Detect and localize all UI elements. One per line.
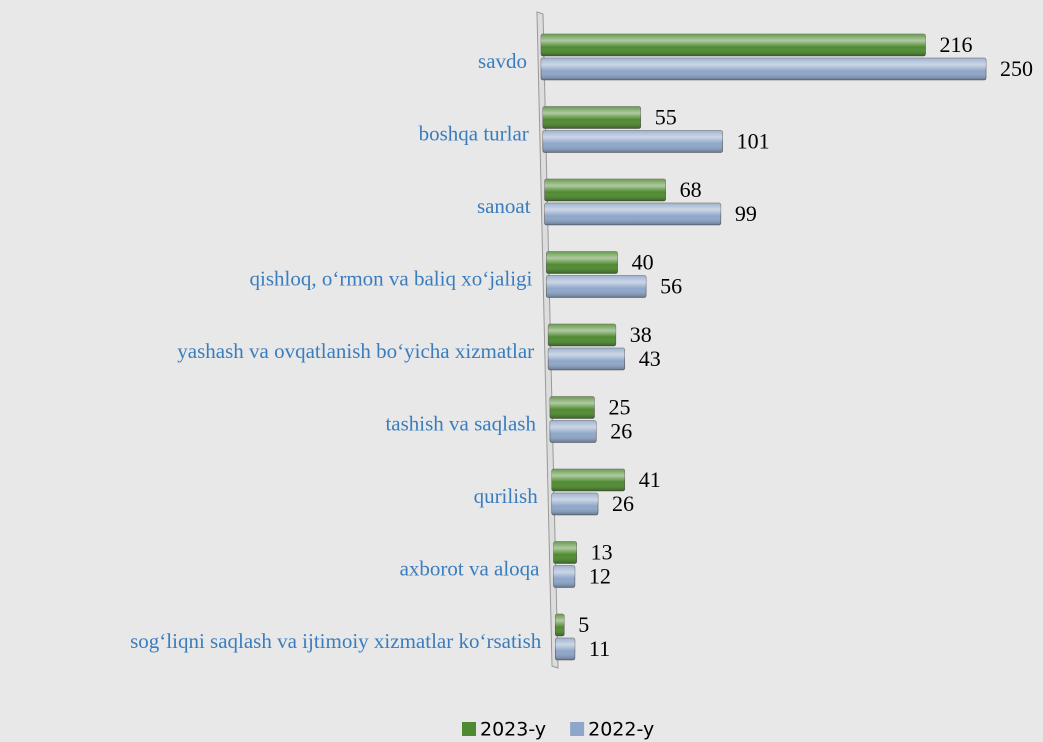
data-label: 26 <box>610 419 632 444</box>
legend-swatch <box>570 722 585 736</box>
category-label: qurilish <box>474 484 539 508</box>
bar-shine <box>548 324 616 346</box>
bar-shine <box>549 420 597 443</box>
data-label: 40 <box>632 250 654 275</box>
bar-shine <box>541 34 926 56</box>
bar-shine <box>544 203 721 225</box>
data-label: 25 <box>608 395 630 420</box>
bar-shine <box>548 348 625 370</box>
data-label: 5 <box>578 612 589 637</box>
data-label: 38 <box>630 322 652 347</box>
bar-shine <box>551 493 599 515</box>
bar-shine <box>549 396 595 419</box>
data-label: 216 <box>940 32 973 57</box>
data-label: 12 <box>589 564 611 589</box>
category-label: sog‘liqni saqlash va ijtimoiy xizmatlar … <box>130 629 542 653</box>
legend-label: 2022-y <box>588 719 654 741</box>
category-label: tashish va saqlash <box>385 411 536 435</box>
data-label: 101 <box>737 129 770 154</box>
legend-label: 2023-y <box>480 719 546 741</box>
bar-shine <box>546 275 647 298</box>
bar-shine <box>553 541 577 564</box>
category-label: boshqa turlar <box>419 121 529 145</box>
data-label: 26 <box>612 491 634 516</box>
category-label: savdo <box>478 49 527 73</box>
data-label: 11 <box>589 636 610 661</box>
bar-shine <box>551 469 625 491</box>
data-label: 55 <box>655 105 677 130</box>
bar-shine <box>546 251 618 274</box>
category-label: yashash va ovqatlanish bo‘yicha xizmatla… <box>177 339 534 363</box>
category-label: sanoat <box>477 194 531 218</box>
data-label: 99 <box>735 201 757 226</box>
bar-shine <box>555 638 575 660</box>
bar-shine <box>555 614 565 636</box>
bar-shine <box>544 179 666 201</box>
category-label: axborot va aloqa <box>400 556 541 580</box>
data-label: 13 <box>591 540 613 565</box>
data-label: 43 <box>639 346 661 371</box>
bar-shine <box>542 130 723 153</box>
data-label: 56 <box>660 274 682 299</box>
data-label: 250 <box>1000 56 1033 81</box>
legend-swatch <box>462 722 476 736</box>
data-label: 41 <box>639 467 661 492</box>
category-label: qishloq, o‘rmon va baliq xo‘jaligi <box>250 266 533 290</box>
bar-shine <box>542 106 641 129</box>
bar-shine <box>541 58 987 80</box>
data-label: 68 <box>680 177 702 202</box>
bar-shine <box>553 565 575 588</box>
